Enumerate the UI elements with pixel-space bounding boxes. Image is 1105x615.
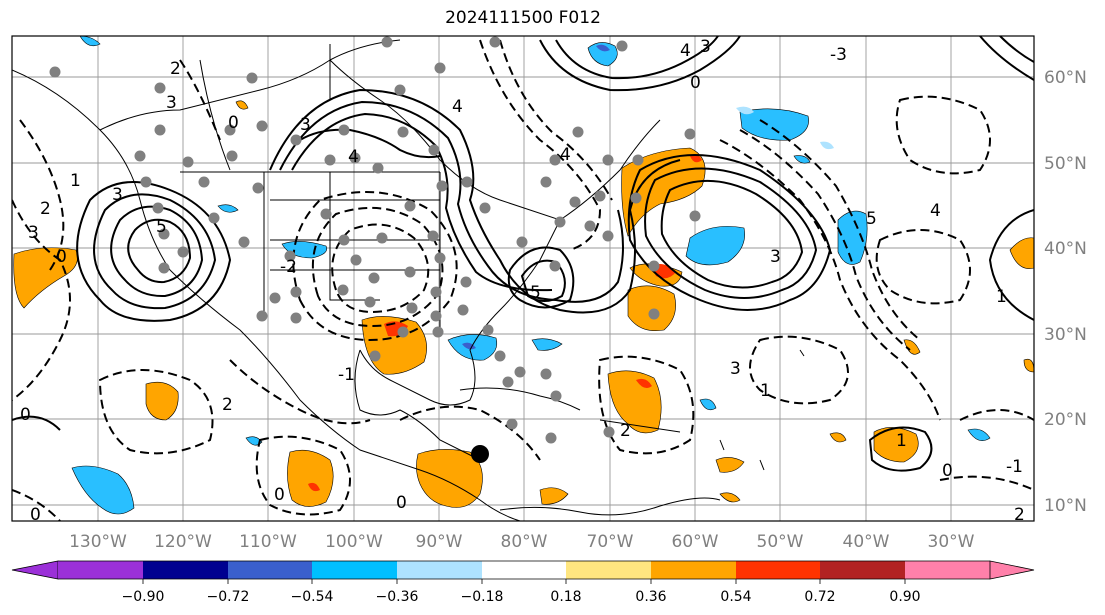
contour-label: -1 bbox=[1006, 457, 1023, 477]
colorbar-tick-label: 0.72 bbox=[804, 589, 835, 605]
lon-label: 60°W bbox=[672, 532, 719, 552]
contour-label: 3 bbox=[166, 93, 177, 113]
longitude-labels: 130°W 120°W 110°W 100°W 90°W 80°W 70°W 6… bbox=[69, 532, 975, 552]
lon-label: 90°W bbox=[416, 532, 463, 552]
contour-label: 0 bbox=[20, 405, 31, 425]
contours-negative bbox=[12, 39, 1034, 521]
gridlines bbox=[12, 36, 1034, 521]
lat-label: 30°N bbox=[1044, 325, 1087, 345]
contour-label: 3 bbox=[770, 247, 781, 267]
contour-label: 1 bbox=[70, 171, 81, 191]
contour-label: 3 bbox=[28, 223, 39, 243]
contour-label: 2 bbox=[620, 421, 631, 441]
storm-marker bbox=[471, 445, 489, 463]
latitude-labels: 60°N 50°N 40°N 30°N 20°N 10°N bbox=[1044, 68, 1087, 516]
negative-shading bbox=[71, 36, 991, 515]
observation-dots bbox=[49, 36, 701, 444]
coastlines bbox=[12, 39, 805, 521]
colorbar-tick-label: −0.72 bbox=[207, 589, 250, 605]
lon-label: 110°W bbox=[239, 532, 297, 552]
map-border bbox=[11, 35, 1035, 522]
colorbar: −0.90 −0.72 −0.54 −0.36 −0.18 0.18 0.36 … bbox=[11, 560, 1035, 605]
colorbar-ticks bbox=[142, 579, 906, 584]
lon-label: 120°W bbox=[154, 532, 212, 552]
lon-label: 80°W bbox=[501, 532, 548, 552]
lon-label: 50°W bbox=[757, 532, 804, 552]
lon-label: 100°W bbox=[325, 532, 383, 552]
contour-label: -3 bbox=[830, 45, 847, 65]
colorbar-tick-label: −0.18 bbox=[461, 589, 504, 605]
map-title: 2024111500 F012 bbox=[445, 8, 601, 28]
colorbar-bin bbox=[566, 561, 651, 579]
contour-label: 3 bbox=[112, 185, 123, 205]
contour-label: 1 bbox=[896, 431, 907, 451]
colorbar-tick-label: 0.18 bbox=[550, 589, 581, 605]
contour-label: 0 bbox=[274, 485, 285, 505]
contour-label: 1 bbox=[760, 381, 771, 401]
colorbar-bin bbox=[228, 561, 312, 579]
colorbar-tick-label: 0.90 bbox=[889, 589, 920, 605]
contour-label: 2 bbox=[1014, 505, 1025, 525]
lat-label: 60°N bbox=[1044, 68, 1087, 88]
contour-labels: 3 2 1 3 0 3 2 5 3 4 -2 4 4 5 4 3 -3 0 3 … bbox=[20, 37, 1025, 525]
lat-label: 50°N bbox=[1044, 154, 1087, 174]
contour-label: 4 bbox=[452, 97, 463, 117]
contour-label: 0 bbox=[228, 113, 239, 133]
colorbar-bin bbox=[651, 561, 736, 579]
contour-label: 2 bbox=[170, 59, 181, 79]
lat-label: 40°N bbox=[1044, 239, 1087, 259]
contour-label: 0 bbox=[56, 247, 67, 267]
weak-negative-shading bbox=[736, 106, 834, 150]
contour-label: 5 bbox=[156, 217, 167, 237]
colorbar-tick-label: 0.54 bbox=[720, 589, 751, 605]
colorbar-tick-label: −0.36 bbox=[376, 589, 419, 605]
lon-label: 30°W bbox=[928, 532, 975, 552]
colorbar-tick-label: 0.36 bbox=[635, 589, 666, 605]
lon-label: 130°W bbox=[69, 532, 127, 552]
colorbar-bin bbox=[482, 561, 566, 579]
colorbar-bin bbox=[397, 561, 482, 579]
contour-label: 4 bbox=[348, 147, 359, 167]
lat-label: 20°N bbox=[1044, 410, 1087, 430]
contour-label: 0 bbox=[396, 493, 407, 513]
colorbar-min-extend bbox=[11, 560, 59, 580]
contour-label: 4 bbox=[680, 41, 691, 61]
contour-label: 3 bbox=[730, 359, 741, 379]
colorbar-bin bbox=[312, 561, 397, 579]
contour-label: 1 bbox=[996, 287, 1007, 307]
contour-label: 3 bbox=[700, 37, 711, 57]
colorbar-tick-label: −0.90 bbox=[122, 589, 165, 605]
contour-label: 4 bbox=[930, 201, 941, 221]
colorbar-bin bbox=[736, 561, 820, 579]
contour-label: 5 bbox=[866, 209, 877, 229]
contour-label: 0 bbox=[30, 505, 41, 525]
colorbar-bin bbox=[820, 561, 905, 579]
colorbar-tick-label: −0.54 bbox=[291, 589, 334, 605]
strongest-negative-shading bbox=[462, 44, 610, 350]
colorbar-max-extend bbox=[989, 560, 1035, 580]
contour-label: 2 bbox=[222, 395, 233, 415]
contours-positive bbox=[12, 36, 1034, 472]
colorbar-bin bbox=[905, 561, 990, 579]
contour-label: 4 bbox=[560, 145, 571, 165]
colorbar-bin bbox=[143, 561, 228, 579]
lat-label: 10°N bbox=[1044, 496, 1087, 516]
contour-label: 0 bbox=[690, 73, 701, 93]
contour-label: 5 bbox=[530, 283, 541, 303]
lon-label: 70°W bbox=[587, 532, 634, 552]
contour-label: -2 bbox=[280, 257, 297, 277]
contour-label: 2 bbox=[40, 199, 51, 219]
contour-label: -1 bbox=[338, 365, 355, 385]
contour-label: 3 bbox=[300, 115, 311, 135]
colorbar-bin bbox=[58, 561, 143, 579]
lon-label: 40°W bbox=[843, 532, 890, 552]
contour-label: 0 bbox=[942, 461, 953, 481]
